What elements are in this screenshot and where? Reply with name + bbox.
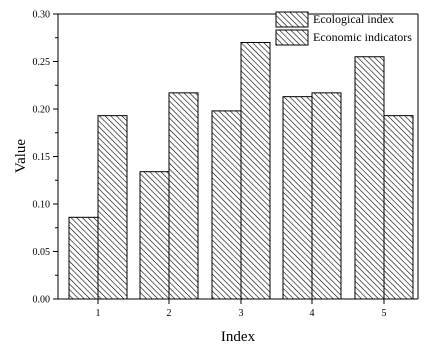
- bar-ecological-4: [282, 96, 313, 300]
- bar-economic-1: [97, 115, 128, 300]
- bar-ecological-1: [68, 216, 99, 300]
- bars-layer: [68, 42, 414, 300]
- legend-swatch-ecological: [275, 11, 309, 28]
- legend-swatch-economic: [275, 29, 309, 46]
- y-axis-title: Value: [13, 139, 29, 173]
- x-tick-label: 2: [167, 308, 172, 319]
- x-tick-label: 4: [310, 308, 315, 319]
- x-tick-label: 5: [382, 308, 387, 319]
- bar-economic-2: [168, 92, 199, 300]
- x-tick-label: 1: [96, 308, 101, 319]
- legend-label-ecological: Ecological index: [313, 12, 394, 26]
- bar-economic-3: [240, 42, 271, 300]
- bar-ecological-3: [211, 110, 242, 300]
- ticks-layer: 0.00 0.05 0.10 0.15 0.20 0.25 0.30 1 2 3 4 5: [33, 10, 387, 320]
- legend: Ecological index Economic indicators: [275, 11, 412, 46]
- legend-label-economic: Economic indicators: [313, 30, 412, 44]
- bar-economic-4: [311, 92, 342, 300]
- y-tick-label: 0.15: [33, 152, 51, 163]
- x-tick-label: 3: [239, 308, 244, 319]
- bar-ecological-5: [354, 56, 385, 300]
- y-tick-label: 0.05: [33, 247, 51, 258]
- y-tick-label: 0.10: [33, 200, 51, 211]
- bar-economic-5: [383, 115, 414, 300]
- bar-ecological-2: [139, 171, 170, 300]
- x-axis-title: Index: [221, 329, 256, 345]
- y-tick-label: 0.20: [33, 105, 51, 116]
- y-tick-label: 0.00: [33, 295, 51, 306]
- y-tick-label: 0.25: [33, 57, 51, 68]
- y-tick-label: 0.30: [33, 10, 51, 21]
